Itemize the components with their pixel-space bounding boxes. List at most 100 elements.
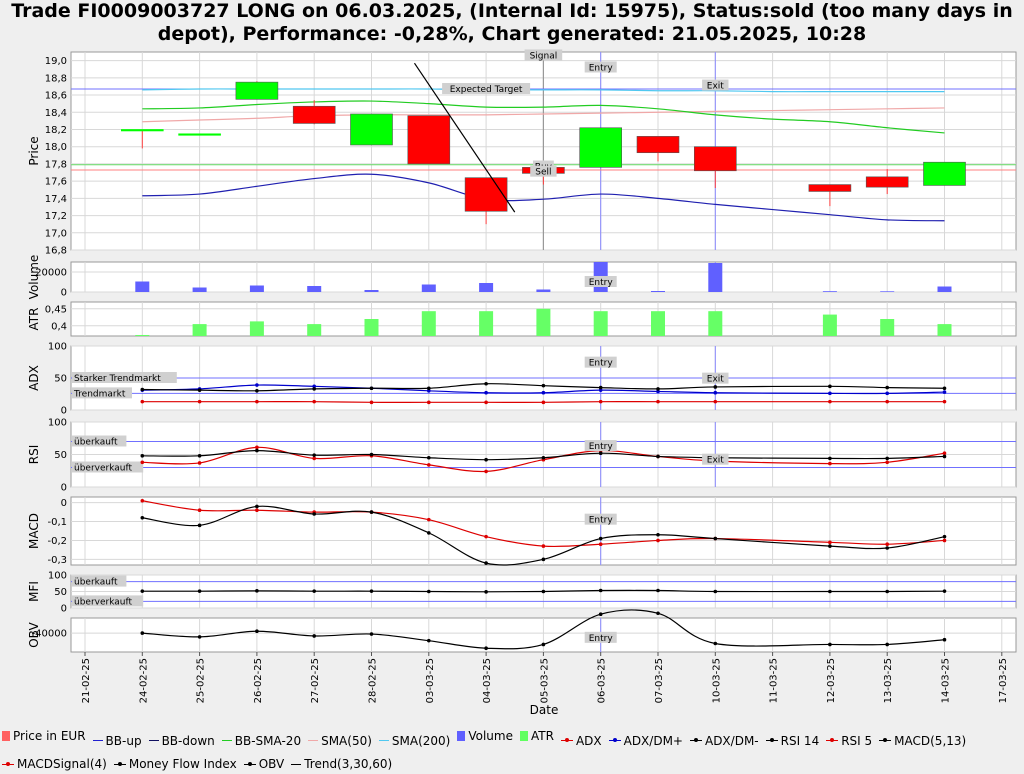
dm-plus-line-point bbox=[885, 391, 889, 396]
rsi5-line-point bbox=[885, 460, 889, 465]
macd-y-tick: -0,3 bbox=[47, 555, 67, 566]
volume-bar bbox=[364, 290, 379, 292]
macd-line-point bbox=[541, 557, 546, 562]
macd-line-point bbox=[713, 536, 718, 541]
atr-y-tick: 0,4 bbox=[51, 321, 67, 332]
dm-minus-line bbox=[142, 383, 945, 392]
adx-panel: 0 50 100 ADX Starker Trendmarkt Trendmarkt Ent… bbox=[27, 342, 1017, 417]
obv-line-point bbox=[656, 611, 660, 616]
dm-minus-line-point bbox=[598, 385, 603, 390]
x-axis-label: Date bbox=[530, 703, 559, 717]
rsi-marker-label: Exit bbox=[707, 456, 725, 466]
obv-marker-bg bbox=[584, 631, 617, 643]
legend-item: Price in EUR bbox=[2, 726, 86, 746]
adx-hline-label-bg bbox=[72, 372, 177, 383]
macd-marker-label: Entry bbox=[589, 516, 614, 526]
macd-line-point bbox=[140, 515, 145, 520]
adx-line-point bbox=[140, 399, 145, 404]
price-marker-label: Signal bbox=[530, 51, 558, 61]
macd-line-point bbox=[369, 510, 374, 514]
rsi-marker-bg bbox=[584, 440, 617, 452]
dm-minus-line-point bbox=[197, 388, 202, 392]
macd-y-tick: -0,2 bbox=[47, 536, 67, 547]
mfi-y-label: MFI bbox=[27, 581, 41, 602]
rsi14-line-point bbox=[541, 455, 546, 460]
candle-body bbox=[350, 113, 393, 146]
mfi-hline-label: überverkauft bbox=[74, 597, 133, 607]
obv-y-label: OBV bbox=[27, 621, 41, 647]
legend-swatch bbox=[308, 740, 319, 741]
legend-item: Volume bbox=[457, 726, 513, 746]
legend-swatch bbox=[826, 738, 839, 742]
mfi-line-point bbox=[484, 590, 488, 594]
x-tick-label: 26-02-25 bbox=[253, 658, 264, 703]
price-y-label: Price bbox=[27, 136, 41, 165]
legend-item: BB-up bbox=[92, 731, 142, 751]
legend-swatch bbox=[879, 738, 892, 742]
x-tick-label: 25-02-25 bbox=[196, 658, 207, 703]
volume-marker-bg bbox=[584, 276, 617, 287]
atr-bar bbox=[536, 308, 551, 336]
adx-line-point bbox=[369, 400, 374, 405]
adx-line-point bbox=[828, 399, 832, 404]
x-tick-label: 13-03-25 bbox=[883, 658, 894, 703]
atr-bar bbox=[708, 311, 723, 336]
chart-area: 16,8 17,0 17,2 17,4 17,6 17,8 18,0 18,2 18,4 18,6… bbox=[27, 49, 1017, 717]
dm-plus-line-point bbox=[484, 390, 488, 395]
dm-minus-line-point bbox=[942, 386, 947, 391]
adx-y-label: ADX bbox=[27, 365, 41, 391]
legend-label: ADX bbox=[575, 733, 602, 748]
price-marker-label: Expected Target bbox=[450, 85, 523, 95]
volume-bar bbox=[192, 287, 207, 292]
price-y-tick: 17,2 bbox=[45, 211, 67, 222]
mfi-line-point bbox=[255, 589, 259, 593]
rsi14-line-point bbox=[828, 456, 832, 461]
legend-item: MACD(5,13) bbox=[879, 731, 966, 751]
legend-item: Money Flow Index bbox=[113, 754, 237, 774]
atr-bar bbox=[651, 311, 665, 336]
dm-minus-line-point bbox=[255, 389, 259, 393]
legend-item: SMA(200) bbox=[378, 731, 450, 751]
volume-bar bbox=[135, 281, 150, 292]
x-tick-label: 06-03-25 bbox=[597, 658, 608, 703]
price-marker-label: Sell bbox=[535, 168, 551, 178]
legend-swatch bbox=[608, 738, 621, 742]
macd-signal-line-point bbox=[885, 542, 889, 547]
volume-bar bbox=[880, 291, 895, 292]
dm-plus-line-point bbox=[942, 390, 947, 394]
volume-bar bbox=[479, 283, 494, 292]
legend-label: RSI 5 bbox=[841, 733, 873, 748]
rsi14-line-point bbox=[140, 454, 145, 458]
mfi-line-point bbox=[369, 589, 374, 593]
x-tick-label: 14-03-25 bbox=[941, 658, 952, 703]
volume-bar bbox=[536, 289, 551, 292]
macd-line-point bbox=[312, 512, 317, 516]
dm-minus-line-point bbox=[427, 386, 431, 391]
adx-line-point bbox=[255, 399, 259, 404]
rsi-hline-label-bg bbox=[72, 435, 127, 447]
rsi5-line-point bbox=[255, 445, 259, 450]
macd-signal-line-point bbox=[942, 538, 947, 543]
macd-signal-line-point bbox=[598, 542, 603, 547]
volume-bar bbox=[937, 286, 952, 292]
dm-minus-line-point bbox=[484, 381, 488, 386]
atr-y-label: ATR bbox=[27, 308, 41, 331]
dm-plus-line bbox=[142, 384, 945, 395]
adx-hline-label: Trendmarkt bbox=[73, 389, 126, 399]
rsi14-line-point bbox=[369, 452, 374, 457]
trend-line bbox=[413, 62, 516, 213]
legend-item: RSI 14 bbox=[765, 731, 819, 751]
atr-panel: 0,4 0,45 ATR bbox=[27, 301, 1017, 337]
rsi14-line-point bbox=[942, 454, 947, 459]
price-y-tick: 18,6 bbox=[45, 91, 67, 102]
macd-signal-line-point bbox=[140, 498, 145, 503]
mfi-line-point bbox=[828, 589, 832, 594]
price-panel: 16,8 17,0 17,2 17,4 17,6 17,8 18,0 18,2 18,4 18,6… bbox=[27, 49, 1017, 257]
volume-y-tick: 0 bbox=[61, 288, 67, 299]
atr-bar bbox=[192, 324, 207, 336]
obv-line-point bbox=[427, 638, 431, 643]
legend-swatch bbox=[765, 738, 778, 742]
price-y-tick: 16,8 bbox=[45, 246, 67, 257]
dm-minus-line-point bbox=[656, 387, 660, 391]
